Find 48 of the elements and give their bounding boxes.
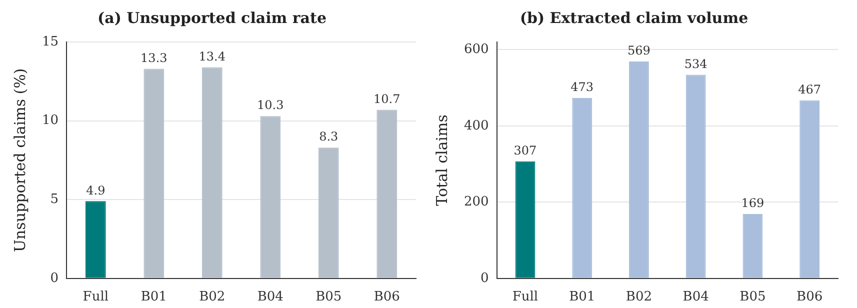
x-tick-label: Full [82, 290, 109, 305]
data-label: 534 [684, 56, 708, 71]
x-tick-label: Full [512, 290, 538, 305]
chart-title: (a) Unsupported claim rate [98, 8, 326, 27]
x-tick-label: B06 [374, 290, 400, 305]
bar [85, 201, 106, 278]
data-label: 8.3 [319, 130, 338, 144]
chart-title: (b) Extracted claim volume [520, 8, 748, 27]
x-tick-label: B01 [569, 290, 596, 305]
x-tick-label: B06 [796, 290, 823, 305]
bar [572, 98, 592, 278]
y-tick-label: 400 [464, 118, 489, 134]
data-label: 13.3 [140, 50, 168, 65]
data-label: 10.3 [257, 98, 284, 112]
x-tick-label: B04 [257, 290, 284, 305]
y-tick-label: 10 [42, 113, 59, 128]
y-tick-label: 15 [42, 34, 59, 50]
x-tick-label: B05 [740, 290, 766, 305]
x-tick-label: B01 [140, 290, 167, 305]
bar [629, 61, 649, 278]
bar [260, 116, 281, 278]
y-tick-label: 600 [464, 42, 489, 57]
x-tick-label: B02 [199, 290, 226, 305]
data-label: 467 [798, 82, 822, 96]
bar [742, 214, 763, 278]
bar [800, 100, 820, 278]
data-label: 307 [514, 143, 537, 158]
data-label: 10.7 [374, 92, 400, 106]
y-tick-label: 200 [464, 194, 489, 210]
data-label: 4.9 [86, 183, 106, 198]
data-label: 473 [570, 80, 594, 94]
y-axis-title: Unsupported claims (%) [10, 68, 29, 252]
bar [202, 67, 222, 278]
bar [144, 68, 164, 278]
data-label: 169 [741, 196, 764, 210]
x-tick-label: B04 [682, 290, 709, 305]
x-tick-label: B05 [316, 290, 342, 305]
y-tick-label: 0 [50, 270, 59, 286]
y-axis-title: Total claims [432, 114, 451, 206]
bar [376, 110, 398, 278]
bar [318, 148, 339, 278]
y-tick-label: 5 [50, 192, 59, 207]
y-tick-label: 0 [480, 270, 489, 286]
bar [686, 74, 706, 278]
data-label: 13.4 [198, 49, 226, 64]
bar [515, 161, 536, 278]
x-tick-label: B02 [626, 290, 652, 305]
data-label: 569 [628, 44, 650, 58]
